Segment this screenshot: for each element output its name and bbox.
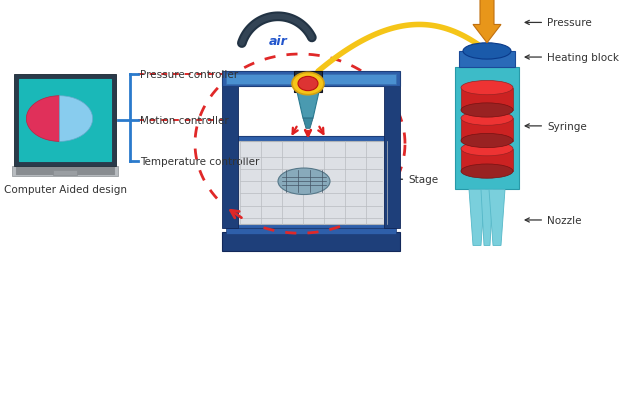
Polygon shape <box>303 119 313 129</box>
Bar <box>238 141 384 225</box>
Bar <box>294 72 322 93</box>
Bar <box>53 171 77 176</box>
Text: Pressure: Pressure <box>525 18 592 28</box>
Text: Figure 1. Fused Deposition Modelling.: Figure 1. Fused Deposition Modelling. <box>123 345 507 363</box>
Ellipse shape <box>298 77 318 91</box>
Text: Temperature controller: Temperature controller <box>140 156 260 166</box>
Bar <box>222 76 238 229</box>
Bar <box>16 172 114 173</box>
Text: Syringe: Syringe <box>525 122 587 132</box>
Ellipse shape <box>461 103 513 118</box>
Ellipse shape <box>461 164 513 179</box>
Bar <box>226 137 396 229</box>
Ellipse shape <box>461 142 513 156</box>
Polygon shape <box>473 0 501 44</box>
Ellipse shape <box>461 134 513 148</box>
Ellipse shape <box>292 73 324 95</box>
Ellipse shape <box>278 168 330 195</box>
Bar <box>461 119 513 141</box>
Polygon shape <box>489 190 505 246</box>
Bar <box>461 88 513 111</box>
Text: Nozzle: Nozzle <box>525 215 581 225</box>
Bar <box>16 167 114 168</box>
Bar <box>459 52 515 68</box>
Bar <box>226 75 396 84</box>
Bar <box>384 76 400 229</box>
Text: Heating block: Heating block <box>525 53 619 63</box>
Polygon shape <box>26 97 59 142</box>
Text: Stage: Stage <box>388 175 438 185</box>
Polygon shape <box>59 97 93 142</box>
Polygon shape <box>469 190 485 246</box>
Polygon shape <box>297 93 319 119</box>
Text: Motion controller: Motion controller <box>140 116 229 126</box>
Bar <box>455 68 519 190</box>
Polygon shape <box>481 190 493 246</box>
Ellipse shape <box>463 44 511 60</box>
Text: Pressure controller: Pressure controller <box>140 70 238 80</box>
Bar <box>19 80 111 162</box>
Bar <box>14 75 116 166</box>
Ellipse shape <box>461 81 513 95</box>
Bar <box>16 170 114 171</box>
Text: Computer Aided design: Computer Aided design <box>4 185 127 195</box>
Bar <box>16 174 114 175</box>
Bar <box>222 233 400 251</box>
Bar <box>12 166 118 177</box>
Bar <box>461 149 513 172</box>
Bar <box>226 229 396 235</box>
Ellipse shape <box>461 112 513 126</box>
Bar <box>222 72 400 86</box>
Text: air: air <box>268 35 287 48</box>
